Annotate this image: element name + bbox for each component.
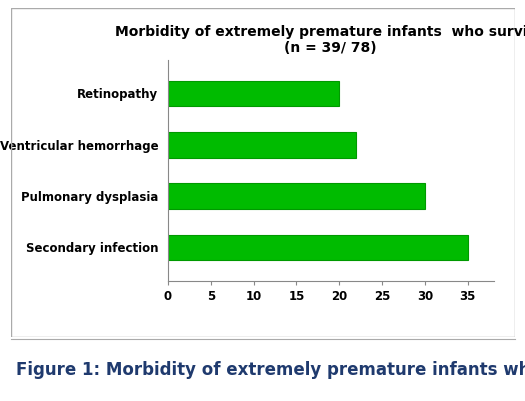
Bar: [168, 235, 468, 260]
Bar: [168, 132, 356, 158]
Bar: [168, 183, 425, 209]
Text: Figure 1: Morbidity of extremely premature infants who survive.: Figure 1: Morbidity of extremely prematu…: [16, 361, 525, 379]
Bar: [168, 81, 339, 106]
Title: Morbidity of extremely premature infants  who survive
(n = 39/ 78): Morbidity of extremely premature infants…: [116, 24, 525, 55]
